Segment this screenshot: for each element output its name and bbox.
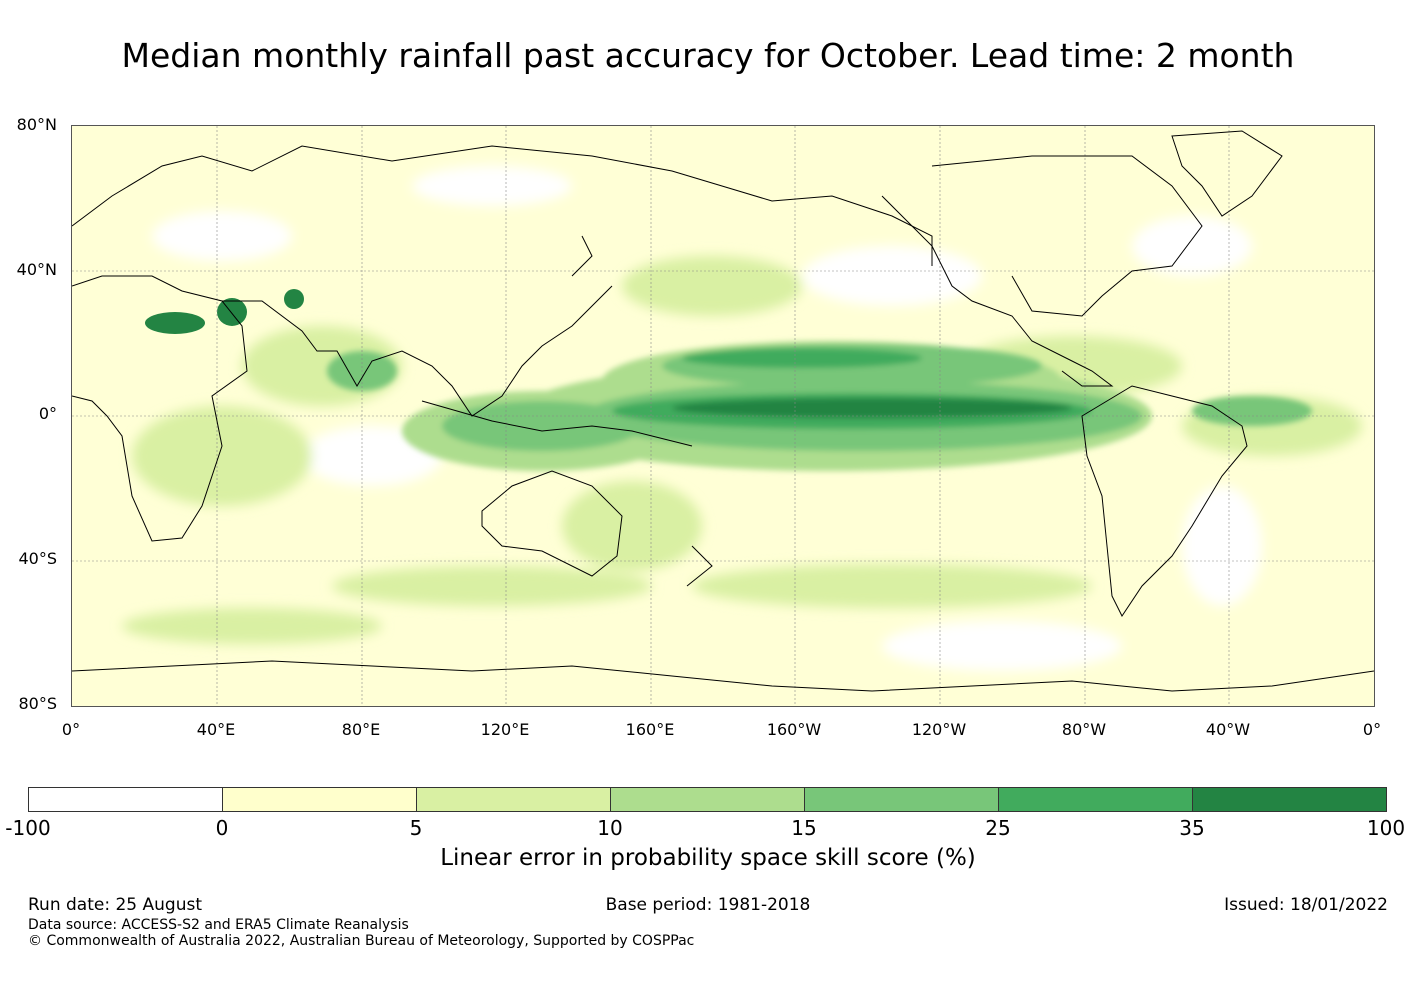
colorbar-tick: 15 [791,816,817,840]
lon-label-0-right: 0° [1362,720,1382,739]
lon-label-80w: 80°W [1061,720,1107,739]
colorbar-tick: -100 [5,816,51,840]
colorbar-tick: 5 [409,816,423,840]
colorbar-tick: 35 [1179,816,1205,840]
skill-score-map [71,125,1375,707]
colorbar-tick: 25 [985,816,1011,840]
colorbar-bin-3 [417,788,611,811]
lon-label-80e: 80°E [341,720,381,739]
north-africa-high-skill [145,289,304,334]
colorbar-bin-2 [223,788,417,811]
lon-label-0: 0° [61,720,81,739]
lat-label-40n: 40°N [16,260,57,279]
colorbar-tick: 100 [1366,816,1406,840]
colorbar-tick: 0 [215,816,229,840]
lon-label-40e: 40°E [196,720,236,739]
lat-label-40s: 40°S [18,549,57,568]
lon-label-160w: 160°W [766,720,822,739]
chart-title: Median monthly rainfall past accuracy fo… [121,36,1295,75]
graticule [72,126,1374,706]
colorbar [28,787,1387,812]
coastlines [72,130,1374,692]
copyright: © Commonwealth of Australia 2022, Austra… [28,933,695,949]
colorbar-bin-5 [805,788,999,811]
lat-label-80s: 80°S [18,694,57,713]
score-field [122,166,1362,671]
lat-label-80n: 80°N [16,115,57,134]
lon-label-160e: 160°E [625,720,675,739]
lon-label-120e: 120°E [480,720,530,739]
colorbar-tick: 10 [597,816,623,840]
lon-label-120w: 120°W [911,720,967,739]
colorbar-bin-1 [29,788,223,811]
map-canvas [72,126,1374,706]
colorbar-bin-4 [611,788,805,811]
lat-label-equator: 0° [38,404,57,423]
data-source: Data source: ACCESS-S2 and ERA5 Climate … [28,917,409,933]
base-period: Base period: 1981-2018 [605,895,811,915]
colorbar-bin-6 [999,788,1193,811]
colorbar-label: Linear error in probability space skill … [440,845,976,871]
colorbar-bin-7 [1193,788,1386,811]
run-date: Run date: 25 August [28,895,202,915]
issued-date: Issued: 18/01/2022 [1224,895,1388,915]
lon-label-40w: 40°W [1205,720,1251,739]
